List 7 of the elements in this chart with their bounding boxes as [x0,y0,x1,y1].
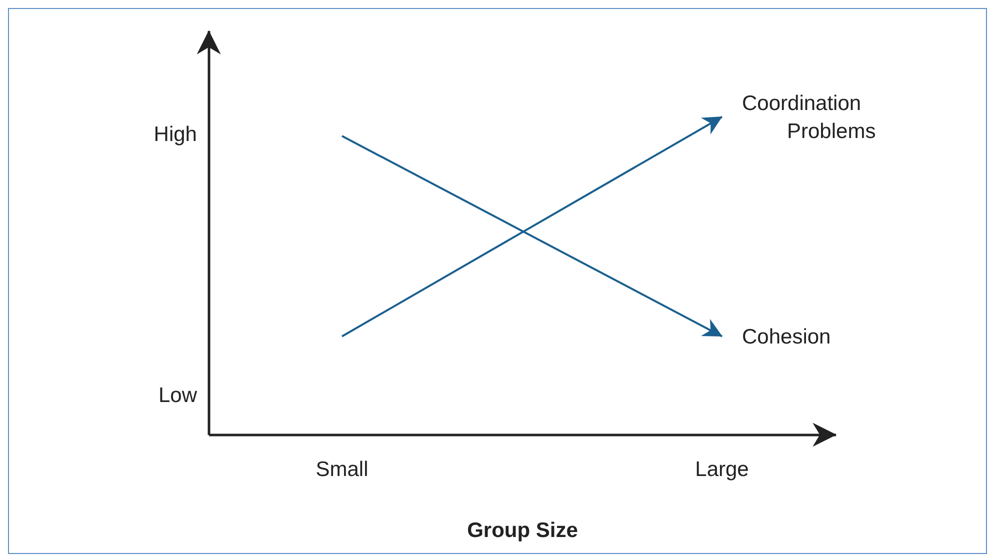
text: High [154,122,197,147]
series-label: Cohesion [742,326,831,349]
series-label: Coordination Problems [742,92,876,144]
x-axis-title: Group Size [467,519,578,542]
x-tick-label: Small [316,458,368,481]
x-tick-label: Large [695,458,749,481]
text: Low [158,384,197,408]
